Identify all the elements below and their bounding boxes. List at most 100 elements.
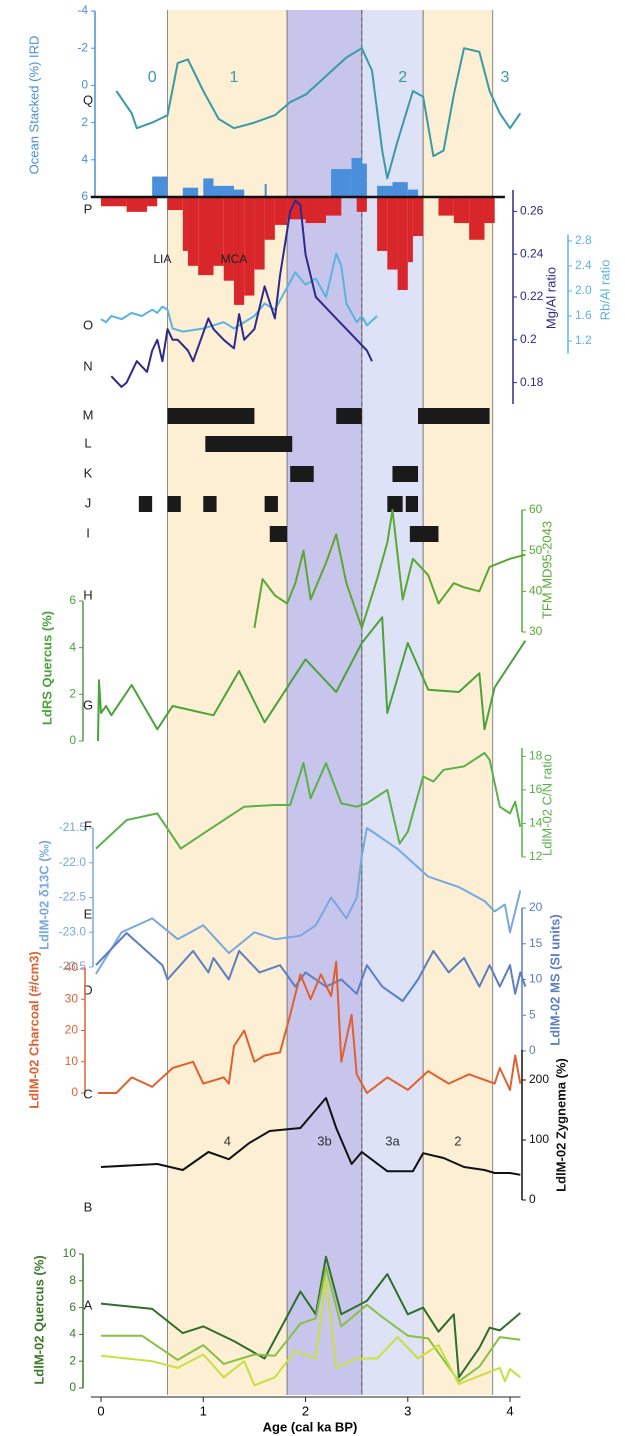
ird-bar [484,197,495,224]
y-tick-label: 15 [529,936,543,950]
ird-bar [305,197,326,224]
ird-bar [264,197,275,240]
ird-bar [233,189,245,197]
ird-bar [182,197,188,251]
y-tick-label: 0 [529,1192,536,1206]
panel-letter: O [83,317,93,332]
zone-label: 3b [317,1133,331,1148]
data-line [101,1266,521,1383]
data-line [95,827,522,975]
age-range-bar [387,496,403,512]
ird-bar [331,169,352,197]
y-tick-label: 0.2 [520,332,537,346]
ird-bar [152,176,168,197]
age-range-bar [269,526,288,542]
y-tick-label: -23.5 [59,959,87,973]
panel-letter: G [83,697,93,712]
period-annotation: MCA [221,252,248,266]
y-tick-label: 5 [529,1007,536,1021]
zone-annotation: 2 [398,69,407,86]
panel-letter: Q [83,92,93,107]
x-axis-title: Age (cal ka BP) [263,1419,358,1434]
y-tick-label: 0.22 [520,289,544,303]
age-range-bar [336,408,362,424]
ird-bar [407,197,413,263]
ird-bar [377,197,388,251]
age-range-bar [409,526,439,542]
y-tick-label: -21.5 [59,820,87,834]
y-tick-label: 2 [81,115,88,129]
ird-bar [453,197,470,224]
data-line [95,932,527,1002]
age-range-bar [418,408,490,424]
ird-bar [361,163,367,197]
y-axis-title: LdlM-02 Charcoal (#/cm3) [26,951,41,1109]
ird-bar [325,197,342,216]
y-tick-label: 10 [63,1246,77,1260]
ird-bar [469,197,485,240]
y-tick-label: 1.6 [575,308,592,322]
age-range-bar [138,496,153,512]
panel-letter: B [84,1199,93,1214]
y-tick-label: 6 [81,189,88,203]
panel-letter: I [86,525,90,540]
data-line [97,616,527,742]
y-tick-label: 20 [65,1023,79,1037]
panel-letter: D [83,982,92,997]
y-tick-label: 40 [65,960,79,974]
ird-bar [356,197,367,212]
y-tick-label: 200 [529,1072,549,1086]
age-range-bar [167,496,181,512]
panel-letter: E [84,906,93,921]
data-line [98,960,522,1094]
y-tick-label: 16 [529,782,543,796]
ird-bar [264,183,267,197]
y-tick-label: 0.24 [520,246,544,260]
y-tick-label: 10 [529,972,543,986]
y-tick-label: 100 [529,1132,549,1146]
age-range-bar [392,466,419,482]
y-tick-label: 2 [69,1353,76,1367]
age-range-bar [264,496,278,512]
x-tick-label: 3 [404,1403,411,1418]
y-tick-label: 4 [69,1327,76,1341]
y-axis-title: LdlM-02 Quercus (%) [31,1255,46,1384]
y-tick-label: 4 [81,152,88,166]
x-tick-label: 0 [97,1403,104,1418]
panel-letter: P [84,201,93,216]
ird-bar [274,197,288,225]
y-tick-label: 0.26 [520,204,544,218]
ird-bar [351,157,362,197]
zone-annotation: 1 [230,69,239,86]
panel-letter: L [84,435,91,450]
y-tick-label: 6 [69,593,76,607]
panel-letter: M [83,407,94,422]
y-axis-title: Rb/Al ratio [597,260,612,321]
ird-bar [101,197,127,207]
y-tick-label: 10 [65,1054,79,1068]
y-axis-title: LdlM-02 MS (SI units) [547,914,562,1045]
panel-letter: C [83,1086,92,1101]
age-range-bar [167,408,255,424]
ird-bar [198,197,214,276]
ird-bar [167,197,183,211]
ird-bar [407,189,419,197]
y-axis-title: LdlM-02 Zygnema (%) [553,1058,568,1192]
age-range-bar [203,496,217,512]
panel-letter: K [84,465,93,480]
y-tick-label: 0.18 [520,375,544,389]
y-axis-title: TFM MD95-2043 [539,521,554,619]
y-tick-label: 4 [69,640,76,654]
x-tick-label: 1 [200,1403,207,1418]
y-tick-label: -2 [77,40,88,54]
zone-band [287,10,362,1395]
y-tick-label: -22.0 [59,855,87,869]
ird-bar [187,197,199,266]
y-tick-label: -23.0 [59,924,87,938]
y-axis-title: Mg/Al ratio [543,267,558,329]
y-tick-label: 0 [69,733,76,747]
y-tick-label: 6 [69,1300,76,1314]
zone-label: 4 [224,1133,231,1148]
